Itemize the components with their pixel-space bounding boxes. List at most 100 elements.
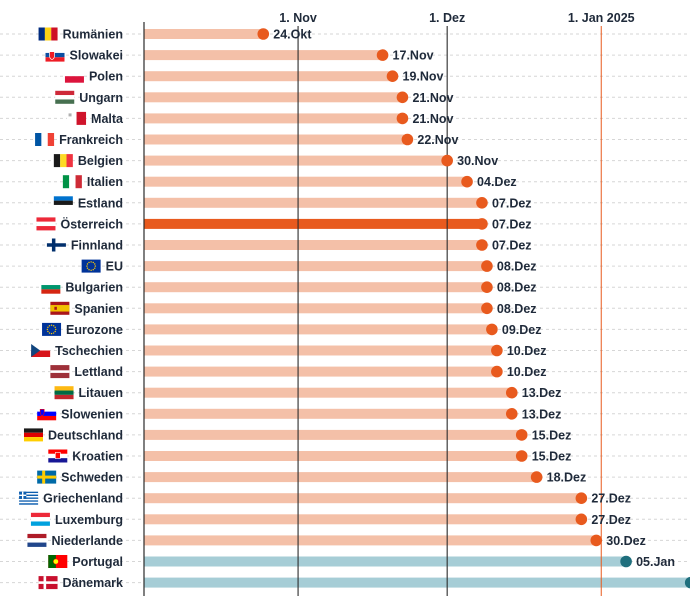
category-label: Dänemark xyxy=(63,576,123,590)
category-label: Rumänien xyxy=(63,28,123,42)
flag-italy-icon xyxy=(62,175,82,189)
flag-greece-icon xyxy=(19,491,39,505)
value-label: 13.Dez xyxy=(522,386,562,400)
dot xyxy=(401,133,414,146)
category-label: Tschechien xyxy=(55,344,123,358)
dot xyxy=(386,70,399,82)
category-label: Österreich xyxy=(60,216,123,231)
flag-malta-icon xyxy=(67,111,87,125)
category-label: Bulgarien xyxy=(65,281,123,295)
value-label: 18.Dez xyxy=(547,471,587,485)
value-label: 08.Dez xyxy=(497,260,537,274)
category-label: Estland xyxy=(78,196,123,210)
dot xyxy=(491,365,503,378)
tick-label: 1. Dez xyxy=(429,11,465,25)
bar xyxy=(144,113,403,124)
flag-eu-icon xyxy=(81,259,101,273)
value-label: 08.Dez xyxy=(497,302,537,316)
flag-hungary-icon xyxy=(55,90,75,104)
dots xyxy=(257,28,690,589)
dot xyxy=(376,49,389,61)
dot xyxy=(491,344,503,357)
dot xyxy=(590,534,603,547)
category-label: Ungarn xyxy=(79,91,123,105)
bar xyxy=(144,50,383,61)
bar xyxy=(144,408,512,419)
dot xyxy=(486,323,498,336)
bar xyxy=(144,218,482,229)
flag-czechia-icon xyxy=(31,344,51,357)
bars xyxy=(144,29,690,588)
flag-germany-icon xyxy=(23,428,43,442)
bar xyxy=(144,282,487,293)
bar xyxy=(144,303,487,314)
flag-romania-icon xyxy=(38,27,58,41)
bar xyxy=(144,71,393,82)
value-label: 15.Dez xyxy=(532,428,572,442)
flag-latvia-icon xyxy=(50,365,70,379)
dot xyxy=(575,492,588,505)
category-label: Finnland xyxy=(71,239,123,253)
flag-netherlands-icon xyxy=(27,533,47,547)
category-label: Frankreich xyxy=(59,133,123,147)
bar xyxy=(144,429,522,440)
flag-spain-icon xyxy=(50,301,70,315)
value-label: 10.Dez xyxy=(507,365,547,379)
value-label: 07.Dez xyxy=(492,217,532,231)
flag-estonia-icon xyxy=(53,196,73,210)
category-label: Niederlande xyxy=(51,534,123,548)
category-label: Italien xyxy=(87,175,123,189)
bar xyxy=(144,451,522,461)
flag-austria-icon xyxy=(36,217,56,231)
category-label: Luxemburg xyxy=(55,513,123,527)
dot xyxy=(476,218,488,230)
value-label: 10.Dez xyxy=(507,344,547,358)
value-label: 22.Nov xyxy=(417,133,458,147)
category-label: Schweden xyxy=(61,471,123,485)
bar xyxy=(144,366,497,377)
bar xyxy=(144,493,582,504)
category-label: Deutschland xyxy=(48,428,123,442)
bar xyxy=(144,345,497,356)
bar xyxy=(144,92,403,103)
flag-slovakia-icon xyxy=(45,48,65,62)
x-axis xyxy=(143,22,602,596)
flag-finland-icon xyxy=(46,238,66,252)
category-label: Malta xyxy=(91,112,124,126)
category-label: Spanien xyxy=(74,302,123,316)
category-label: Litauen xyxy=(79,386,123,400)
value-label: 19.Nov xyxy=(403,70,444,84)
tick-label: 1. Nov xyxy=(279,11,317,25)
flag-slovenia-icon xyxy=(37,407,57,421)
category-label: Polen xyxy=(89,70,123,84)
flag-france-icon xyxy=(35,133,55,146)
dot xyxy=(575,513,588,526)
bar xyxy=(144,240,482,250)
flag-bulgaria-icon xyxy=(41,280,61,294)
dot xyxy=(396,91,409,104)
value-label: 17.Nov xyxy=(393,49,434,63)
value-label: 04.Dez xyxy=(477,175,517,189)
value-label: 07.Dez xyxy=(492,239,532,253)
dot xyxy=(515,429,528,441)
value-label: 27.Dez xyxy=(591,492,631,506)
flag-lithuania-icon xyxy=(54,386,74,400)
bar xyxy=(144,261,487,272)
bar xyxy=(144,134,408,145)
dot xyxy=(684,576,690,589)
value-label: 27.Dez xyxy=(591,513,631,527)
value-label: 24.Okt xyxy=(273,28,312,42)
flag-denmark-icon xyxy=(38,576,58,590)
dot xyxy=(505,386,518,399)
flag-luxembourg-icon xyxy=(30,512,50,526)
dot xyxy=(481,260,493,272)
category-label: Kroatien xyxy=(72,450,123,464)
dot xyxy=(515,450,528,462)
category-label: Griechenland xyxy=(43,492,123,506)
flag-eurozone-icon xyxy=(42,322,62,336)
dot xyxy=(441,154,453,167)
value-label: 30.Nov xyxy=(457,154,498,168)
bar xyxy=(144,197,482,208)
bar xyxy=(144,387,512,398)
